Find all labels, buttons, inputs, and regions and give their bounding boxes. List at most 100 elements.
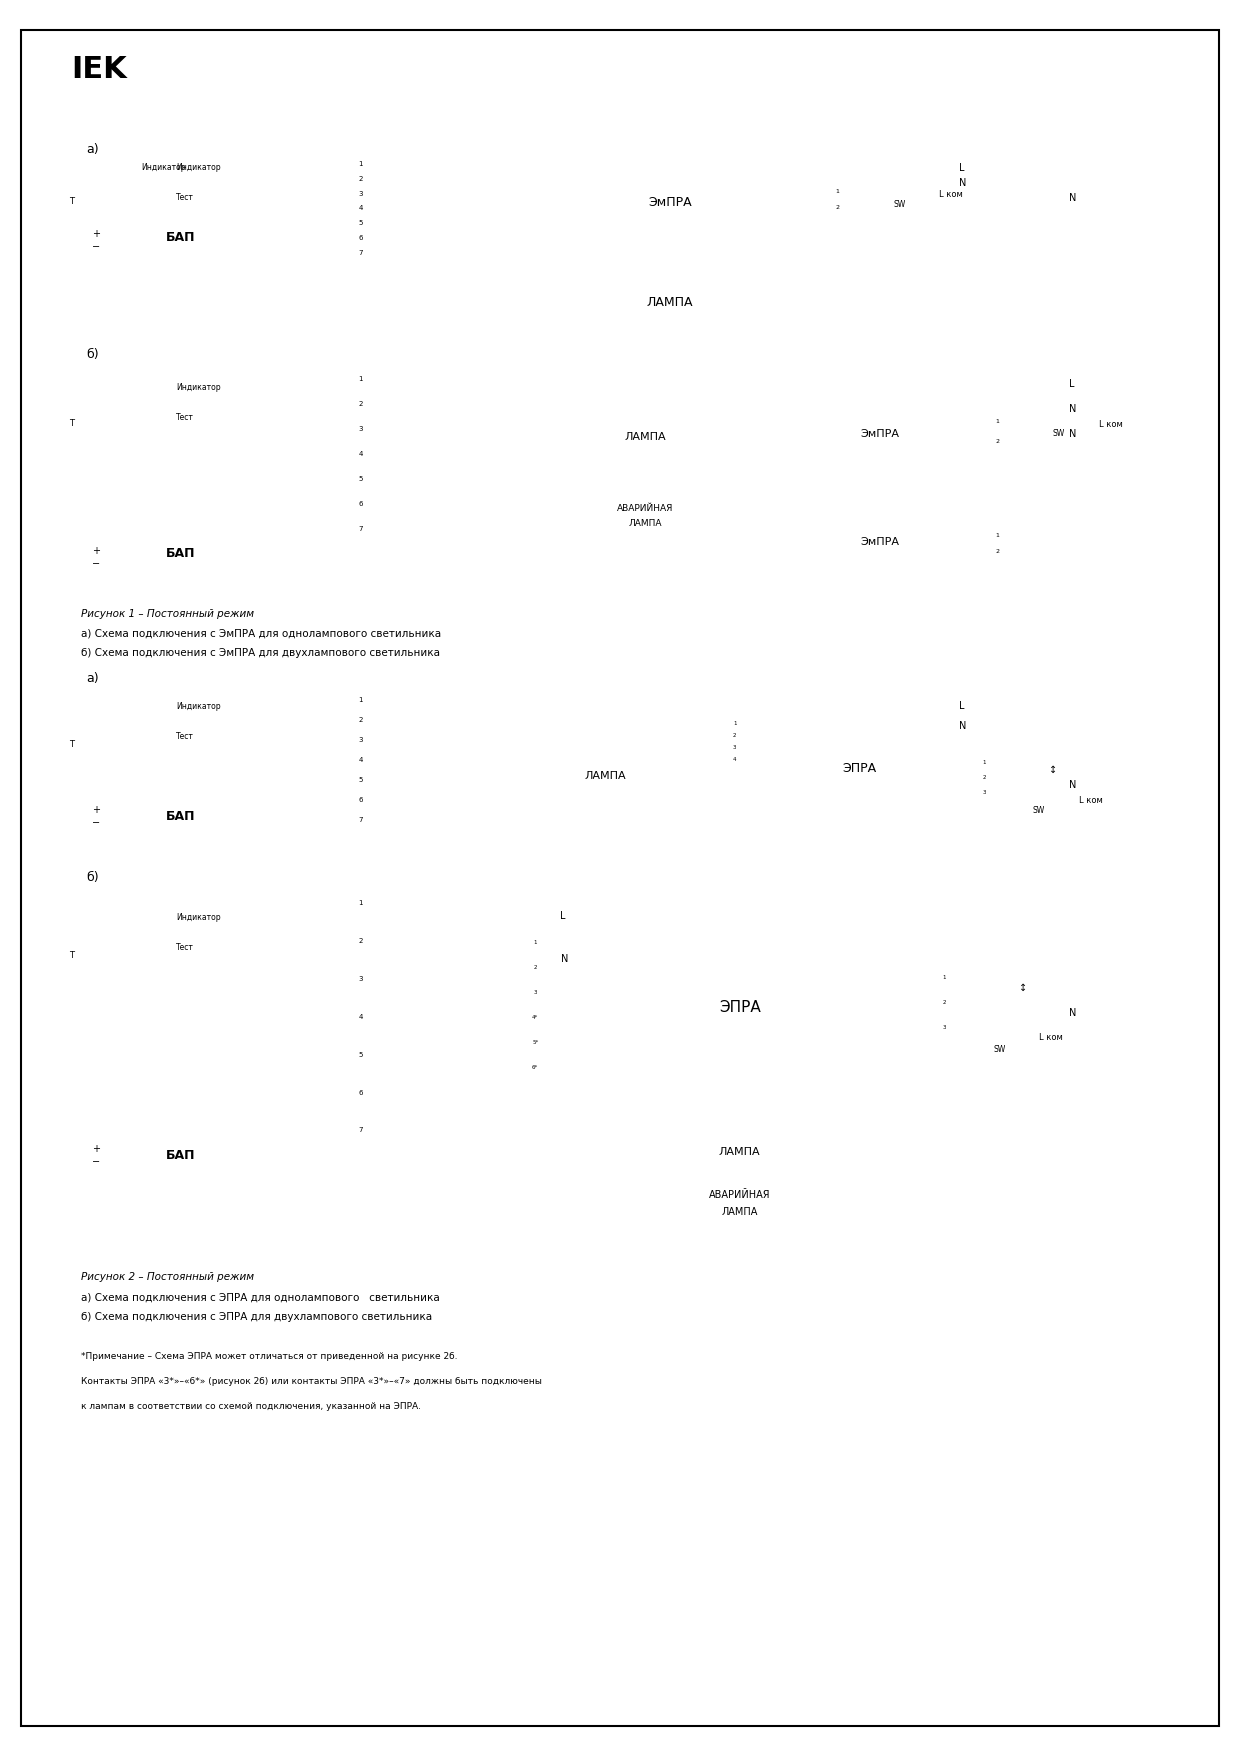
Text: ЭПРА: ЭПРА [842, 762, 877, 774]
Text: ЛАМПА: ЛАМПА [646, 295, 693, 309]
Text: ЛАМПА: ЛАМПА [584, 771, 626, 781]
Text: SW: SW [1033, 806, 1045, 815]
Text: 6: 6 [358, 236, 363, 241]
Bar [112, 696, 171, 717]
Text: Рисунок 2 – Постоянный режим: Рисунок 2 – Постоянный режим [81, 1273, 254, 1281]
Text: б) Схема подключения с ЭПРА для двухлампового светильника: б) Схема подключения с ЭПРА для двухламп… [81, 1313, 433, 1321]
Text: IEK: IEK [71, 56, 126, 84]
Text: 4: 4 [358, 451, 363, 456]
Text: Тест: Тест [176, 192, 193, 203]
Text: 1: 1 [982, 760, 986, 766]
Bar [112, 939, 171, 958]
Text: Индикатор: Индикатор [176, 383, 221, 392]
Text: АВАРИЙНАЯ: АВАРИЙНАЯ [709, 1190, 770, 1201]
Text: ЭПРА: ЭПРА [719, 1000, 760, 1016]
Text: 1: 1 [836, 189, 839, 194]
Text: 6: 6 [358, 797, 363, 802]
Bar [81, 799, 161, 834]
Text: 1: 1 [358, 376, 363, 383]
Text: L ком: L ком [939, 191, 963, 199]
Text: L: L [960, 163, 965, 173]
Text: −: − [92, 243, 100, 252]
Text: N: N [1069, 192, 1076, 203]
Text: Индикатор: Индикатор [176, 163, 221, 171]
Text: 1: 1 [733, 720, 737, 725]
Bar [61, 694, 341, 848]
Text: L: L [960, 701, 965, 711]
Text: Индикатор: Индикатор [176, 914, 221, 923]
Text: БАП: БАП [166, 1148, 196, 1162]
Text: 6: 6 [358, 1089, 363, 1096]
Text: 1: 1 [358, 900, 363, 905]
Text: SW: SW [893, 199, 905, 210]
Text: 5: 5 [358, 475, 363, 482]
Text: БАП: БАП [166, 231, 196, 245]
Text: 2: 2 [358, 717, 363, 724]
Bar [61, 159, 341, 269]
Text: −: − [92, 1157, 100, 1168]
Text: +: + [92, 229, 100, 239]
Text: 6: 6 [358, 502, 363, 507]
Polygon shape [83, 704, 89, 710]
Bar [970, 764, 999, 813]
Text: 3: 3 [733, 745, 737, 750]
Text: 2: 2 [942, 1000, 946, 1005]
Bar [112, 727, 171, 746]
Bar [61, 369, 341, 589]
Text: N: N [1069, 780, 1076, 790]
Text: Рисунок 1 – Постоянный режим: Рисунок 1 – Постоянный режим [81, 608, 254, 619]
Bar [81, 538, 161, 573]
Bar [341, 379, 381, 579]
Text: Тест: Тест [176, 413, 193, 421]
Text: Т: Т [68, 418, 73, 428]
Text: N: N [960, 722, 967, 731]
Text: 3: 3 [358, 738, 363, 743]
Text: ЛАМПА: ЛАМПА [624, 432, 666, 442]
Text: 2: 2 [996, 439, 999, 444]
Text: ЭмПРА: ЭмПРА [859, 537, 899, 547]
Text: *Примечание – Схема ЭПРА может отличаться от приведенной на рисунке 2б.: *Примечание – Схема ЭПРА может отличатьс… [81, 1353, 458, 1362]
Bar [551, 1133, 929, 1173]
Bar [81, 222, 161, 257]
Text: 1: 1 [942, 975, 946, 981]
Text: SW: SW [993, 1045, 1006, 1054]
Text: 4: 4 [358, 1014, 363, 1019]
Text: ЭмПРА: ЭмПРА [859, 428, 899, 439]
Text: б): б) [87, 872, 99, 884]
Text: 1: 1 [996, 533, 999, 538]
Bar [830, 175, 864, 215]
Text: к лампам в соответствии со схемой подключения, указанной на ЭПРА.: к лампам в соответствии со схемой подклю… [81, 1402, 422, 1411]
Bar [480, 759, 730, 794]
Text: N: N [562, 954, 569, 963]
Bar [780, 385, 980, 484]
Bar [551, 923, 929, 1117]
Polygon shape [83, 918, 89, 923]
Text: 1: 1 [358, 161, 363, 166]
Bar [780, 509, 980, 573]
Bar [990, 524, 1024, 559]
Text: N: N [1069, 428, 1076, 439]
Bar [112, 187, 171, 208]
Text: б): б) [87, 348, 99, 360]
Text: 4: 4 [358, 757, 363, 764]
Bar [341, 154, 381, 259]
Text: Тест: Тест [176, 944, 193, 953]
Bar [521, 285, 820, 320]
Text: 2: 2 [358, 400, 363, 407]
Text: 3: 3 [942, 1024, 946, 1030]
Bar [112, 407, 171, 427]
Text: 3: 3 [358, 427, 363, 432]
Polygon shape [83, 385, 89, 390]
Bar [990, 409, 1024, 449]
Text: L ком: L ком [1039, 1033, 1063, 1042]
Text: 2: 2 [733, 732, 737, 738]
Text: 5*: 5* [532, 1040, 538, 1045]
Bar [112, 907, 171, 928]
Text: 7: 7 [358, 250, 363, 257]
Text: 1: 1 [996, 418, 999, 423]
Polygon shape [83, 164, 89, 171]
Text: 7: 7 [358, 1127, 363, 1133]
Text: 2: 2 [836, 205, 839, 210]
Text: ↕: ↕ [1019, 982, 1027, 993]
Bar [521, 947, 551, 1103]
